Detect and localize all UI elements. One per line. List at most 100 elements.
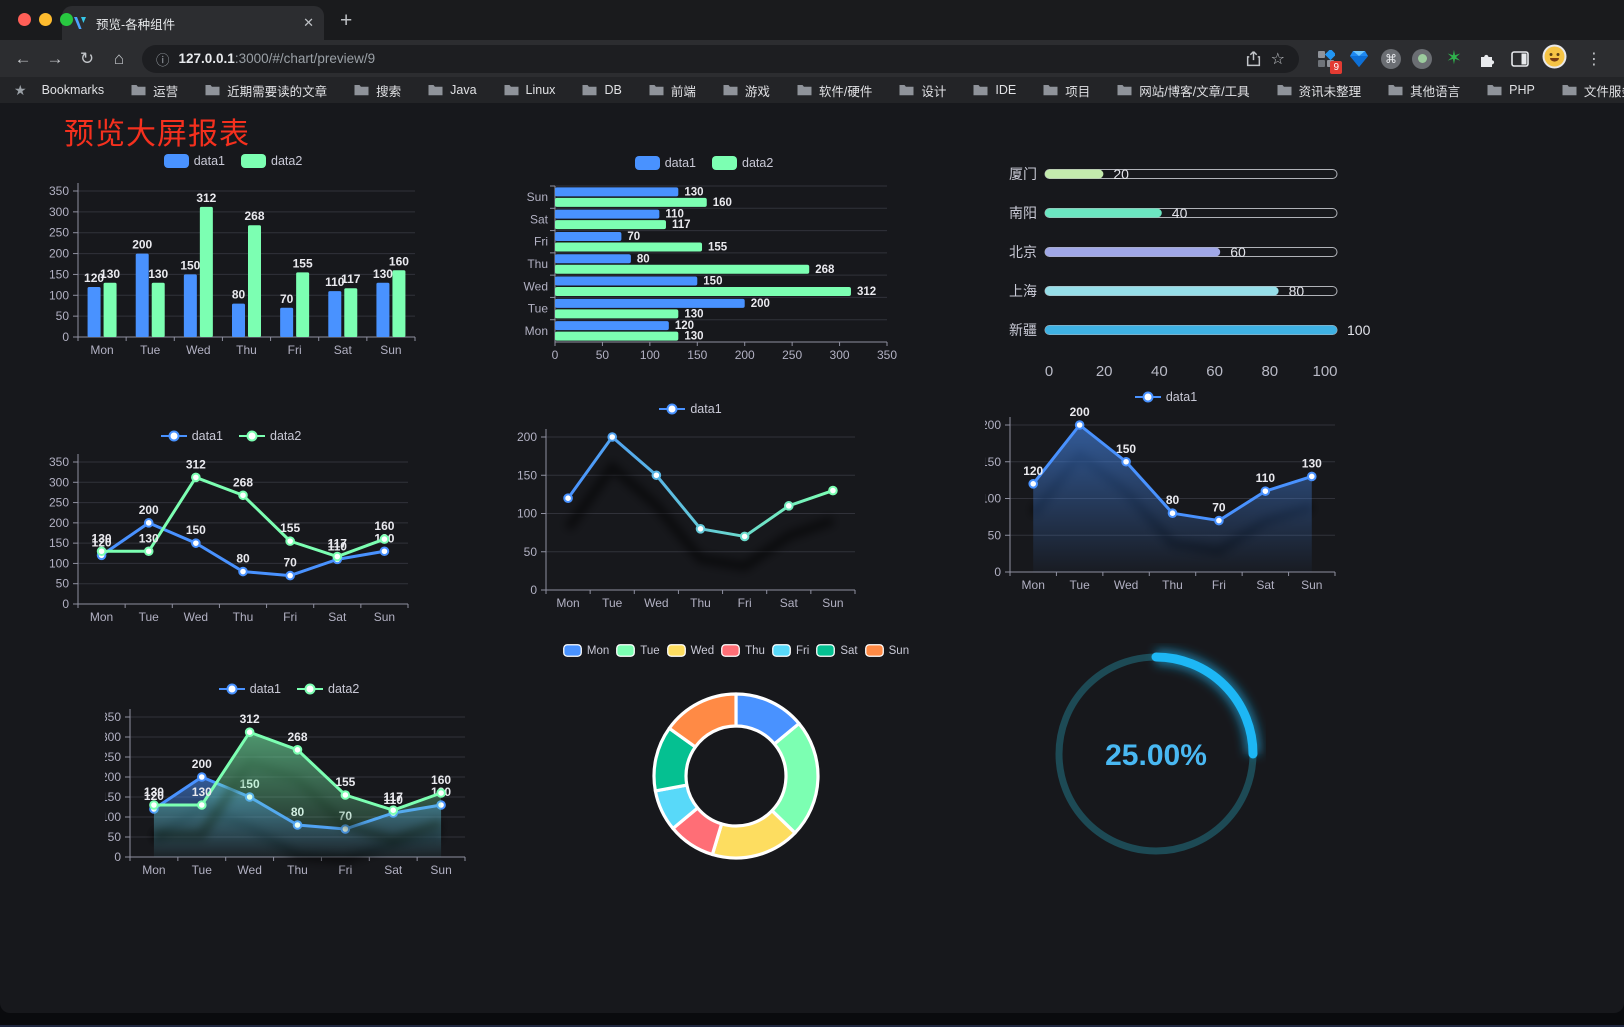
legend-item-data2[interactable]: data2	[712, 156, 773, 170]
bookmark-folder[interactable]: 网站/博客/文章/工具	[1117, 81, 1250, 100]
legend-item-data1[interactable]: data1	[218, 682, 281, 696]
bookmark-star-icon[interactable]: ☆	[1270, 50, 1285, 68]
svg-text:160: 160	[389, 254, 409, 268]
svg-text:130: 130	[100, 267, 120, 281]
legend-item-Thu[interactable]: Thu	[721, 644, 765, 657]
bookmark-folder[interactable]: IDE	[973, 83, 1016, 97]
svg-text:60: 60	[1230, 244, 1246, 260]
folder-icon	[428, 85, 443, 96]
minimize-window-button[interactable]	[39, 13, 52, 26]
svg-text:Tue: Tue	[1070, 578, 1091, 592]
svg-text:200: 200	[192, 757, 212, 771]
bookmarks-manager[interactable]: ★ Bookmarks	[14, 81, 105, 98]
bookmark-folder[interactable]: 软件/硬件	[797, 81, 872, 100]
extension-green-star-icon[interactable]: ✶	[1446, 48, 1462, 69]
svg-text:130: 130	[144, 785, 164, 799]
bookmark-folder[interactable]: PHP	[1487, 83, 1535, 97]
svg-text:Sun: Sun	[380, 343, 401, 357]
legend-item-Wed[interactable]: Wed	[666, 644, 714, 657]
svg-text:150: 150	[105, 790, 121, 804]
svg-text:110: 110	[328, 539, 348, 553]
svg-text:Sun: Sun	[430, 863, 451, 877]
maximize-window-button[interactable]	[60, 13, 73, 26]
svg-text:120: 120	[144, 789, 164, 803]
forward-icon[interactable]: →	[46, 48, 64, 68]
new-tab-button[interactable]: +	[340, 9, 353, 32]
extension-record-icon[interactable]	[1412, 48, 1432, 69]
reload-icon[interactable]: ↻	[79, 48, 95, 68]
bookmark-folder[interactable]: 文件服务器	[1562, 81, 1624, 100]
browser-menu-icon[interactable]: ⋮	[1586, 50, 1602, 68]
extension-tiles-icon[interactable]: 9	[1315, 48, 1342, 74]
close-window-button[interactable]	[18, 13, 31, 26]
gauge-chart[interactable]: 25.00%	[1046, 643, 1266, 865]
svg-text:130: 130	[373, 267, 393, 281]
address-bar[interactable]: ⓘ 127.0.0.1:3000/#/chart/preview/9 ☆	[142, 44, 1299, 73]
window-titlebar: 预览-各种组件 ✕ +	[0, 0, 1624, 40]
svg-text:厦门: 厦门	[1009, 166, 1037, 182]
legend-item-Sat[interactable]: Sat	[816, 644, 858, 657]
back-icon[interactable]: ←	[14, 48, 32, 68]
legend-item-Fri[interactable]: Fri	[772, 644, 809, 657]
legend-item-data2[interactable]: data2	[239, 429, 301, 443]
legend-item-data1[interactable]: data1	[634, 156, 696, 170]
legend-item-Tue[interactable]: Tue	[616, 644, 660, 657]
svg-text:80: 80	[1261, 363, 1278, 380]
svg-text:70: 70	[283, 556, 297, 570]
legend-item-data1[interactable]: data1	[659, 402, 722, 416]
two-series-area-chart[interactable]: 0 50 100 150 200 250 300 350 Mon Tue Wed Thu Fri Sat S…	[105, 678, 473, 888]
bookmark-folder[interactable]: Java	[428, 83, 477, 97]
legend-item-data1[interactable]: data1	[1134, 390, 1197, 404]
svg-text:Fri: Fri	[338, 863, 352, 877]
profile-avatar[interactable]	[1542, 44, 1567, 74]
donut-chart[interactable]: Mon Tue Wed Thu Fri Sat Sun	[552, 638, 920, 890]
grouped-bar-chart[interactable]: 0 50 100 150 200 250 300 350 Mon Tue Wed Thu Fri Sat S…	[45, 148, 421, 364]
extension-gem-icon[interactable]	[1348, 48, 1370, 70]
legend-item-data2[interactable]: data2	[297, 682, 359, 696]
site-info-icon[interactable]: ⓘ	[156, 52, 170, 68]
svg-text:Mon: Mon	[556, 596, 579, 610]
svg-text:Fri: Fri	[738, 596, 752, 610]
svg-text:350: 350	[105, 710, 121, 724]
svg-text:Sat: Sat	[780, 596, 799, 610]
area-line-chart[interactable]: 0 50 100 150 200 Mon Tue Wed Thu Fri Sat Sun 120 200 1…	[985, 388, 1347, 598]
extension-command-icon[interactable]: ⌘	[1381, 48, 1401, 69]
bookmark-folder[interactable]: 前端	[649, 81, 696, 100]
browser-tab[interactable]: 预览-各种组件 ✕	[62, 6, 324, 40]
extensions-puzzle-icon[interactable]	[1476, 48, 1498, 70]
svg-text:130: 130	[684, 308, 703, 320]
home-icon[interactable]: ⌂	[113, 48, 125, 68]
bookmark-folder[interactable]: 游戏	[723, 81, 770, 100]
multi-line-chart[interactable]: 0 50 100 150 200 250 300 350 Mon Tue Wed Thu Fri Sat S…	[45, 425, 417, 635]
bookmark-folder[interactable]: DB	[582, 83, 622, 97]
tab-close-icon[interactable]: ✕	[303, 15, 314, 30]
legend-item-Sun[interactable]: Sun	[864, 644, 909, 657]
legend-item-Mon[interactable]: Mon	[562, 644, 609, 657]
gradient-line-chart[interactable]: 0 50 100 150 200 Mon Tue Wed Thu Fri Sat Sun data1	[508, 398, 873, 614]
legend-item-data2[interactable]: data2	[241, 154, 302, 168]
side-panel-icon[interactable]	[1509, 48, 1531, 70]
svg-text:100: 100	[105, 810, 121, 824]
bookmark-folder[interactable]: 设计	[899, 81, 946, 100]
svg-text:312: 312	[196, 191, 216, 205]
bookmark-folder[interactable]: Linux	[504, 83, 555, 97]
legend-item-data1[interactable]: data1	[160, 429, 223, 443]
bookmark-folder[interactable]: 搜索	[354, 81, 401, 100]
svg-text:130: 130	[92, 531, 112, 545]
svg-text:117: 117	[341, 272, 361, 286]
svg-text:Wed: Wed	[237, 863, 261, 877]
star-icon: ★	[14, 81, 27, 98]
svg-text:Tue: Tue	[140, 343, 161, 357]
bookmark-folder[interactable]: 其他语言	[1388, 81, 1460, 100]
svg-text:150: 150	[703, 276, 722, 288]
bookmark-folder[interactable]: 运营	[131, 81, 178, 100]
city-progress-chart[interactable]: 厦门 20 南阳 40 北京 60 上海 80 新疆 100 0 20 40 60 80 100	[985, 150, 1385, 386]
share-icon[interactable]	[1245, 50, 1262, 67]
svg-text:350: 350	[49, 455, 69, 469]
legend-item-data1[interactable]: data1	[163, 154, 225, 168]
bookmark-folder[interactable]: 资讯未整理	[1277, 81, 1361, 100]
bookmark-folder[interactable]: 项目	[1043, 81, 1090, 100]
horizontal-bar-chart[interactable]: 0 50 100 150 200 250 300 350 Mon Tue Wed Thu Fri Sat S…	[505, 148, 903, 368]
bookmark-folder[interactable]: 近期需要读的文章	[205, 81, 327, 100]
bookmark-folders: 运营 近期需要读的文章 搜索 Java Linux DB 前端 游戏 软件/硬件 设计 IDE 项目 网…	[131, 81, 1624, 100]
